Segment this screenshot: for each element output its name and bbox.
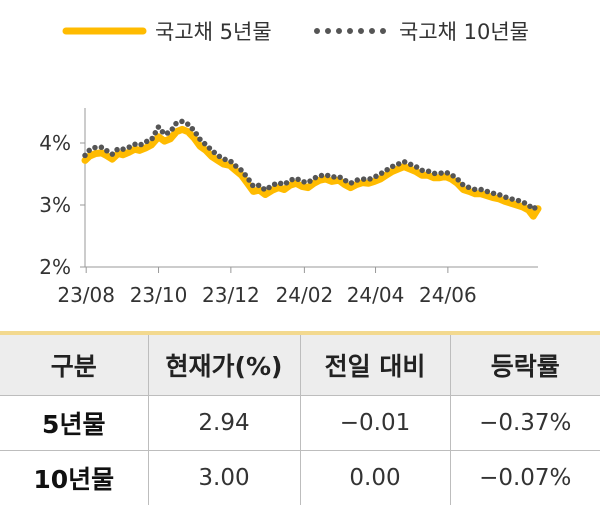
cell-rate-5y: −0.37% xyxy=(449,395,600,450)
legend-label-10y: 국고채 10년물 xyxy=(399,20,529,44)
row-label-10y: 10년물 xyxy=(33,464,115,494)
y-tick-label: 4% xyxy=(39,131,71,155)
header-change: 전일 대비 xyxy=(299,333,450,395)
cell-change-5y: −0.01 xyxy=(299,395,450,450)
x-tick-label: 24/04 xyxy=(347,283,405,307)
header-current-price: 현재가(%) xyxy=(147,333,300,395)
legend-label-5y: 국고채 5년물 xyxy=(155,20,272,44)
cell-rate-10y: −0.07% xyxy=(449,450,600,505)
series-line-10y xyxy=(82,118,541,213)
cell-change-10y: 0.00 xyxy=(299,450,450,505)
cell-current-10y: 3.00 xyxy=(147,450,300,505)
x-tick-label: 24/02 xyxy=(276,283,334,307)
x-tick-label: 23/08 xyxy=(57,283,115,307)
table-row: 5년물 2.94 −0.01 −0.37% xyxy=(0,395,600,450)
yield-line-chart: 국고채 5년물 국고채 10년물 2% 3% 4% 23/08 23/10 23/12 24/0… xyxy=(39,20,542,307)
table-header-row: 구분 현재가(%) 전일 대비 등락률 xyxy=(0,333,600,395)
yield-chart-area: 국고채 5년물 국고채 10년물 2% 3% 4% 23/08 23/10 23/12 24/0… xyxy=(39,20,542,307)
header-change-rate: 등락률 xyxy=(449,333,600,395)
cell-current-5y: 2.94 xyxy=(147,395,300,450)
yield-summary-table: 구분 현재가(%) 전일 대비 등락률 5년물 2.94 −0.01 −0.37… xyxy=(0,331,600,505)
series-line-5y xyxy=(81,125,542,220)
table-row: 10년물 3.00 0.00 −0.07% xyxy=(0,450,600,505)
row-label-5y: 5년물 xyxy=(42,409,106,439)
header-category: 구분 xyxy=(50,351,97,381)
x-tick-label: 23/10 xyxy=(130,283,188,307)
y-tick-label: 3% xyxy=(39,193,71,217)
y-tick-label: 2% xyxy=(39,255,71,279)
x-tick-label: 23/12 xyxy=(202,283,260,307)
x-tick-label: 24/06 xyxy=(419,283,477,307)
